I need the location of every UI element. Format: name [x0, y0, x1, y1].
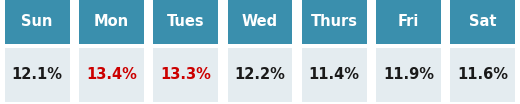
Text: 11.9%: 11.9%	[383, 67, 434, 82]
Bar	[79, 48, 144, 102]
Text: 13.4%: 13.4%	[86, 67, 137, 82]
Bar	[153, 48, 218, 102]
Bar	[302, 0, 367, 44]
Text: Sun: Sun	[21, 14, 53, 29]
Bar	[5, 48, 70, 102]
Bar	[376, 0, 441, 44]
Text: Wed: Wed	[242, 14, 278, 29]
Bar	[79, 0, 144, 44]
Bar	[450, 0, 515, 44]
Text: 12.2%: 12.2%	[235, 67, 285, 82]
Bar	[450, 48, 515, 102]
Bar	[5, 0, 70, 44]
Bar	[376, 48, 441, 102]
Text: Tues: Tues	[167, 14, 204, 29]
Bar	[302, 48, 367, 102]
Bar	[228, 0, 292, 44]
Text: Sat: Sat	[469, 14, 497, 29]
Text: 11.6%: 11.6%	[458, 67, 509, 82]
Text: Fri: Fri	[398, 14, 419, 29]
Bar	[153, 0, 218, 44]
Text: 13.3%: 13.3%	[160, 67, 211, 82]
Text: Mon: Mon	[94, 14, 129, 29]
Text: 11.4%: 11.4%	[309, 67, 360, 82]
Bar	[228, 48, 292, 102]
Text: Thurs: Thurs	[311, 14, 358, 29]
Text: 12.1%: 12.1%	[11, 67, 62, 82]
